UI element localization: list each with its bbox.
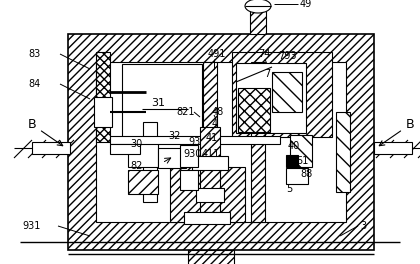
Text: 48: 48 xyxy=(212,107,224,117)
Text: 82: 82 xyxy=(130,161,142,171)
Bar xyxy=(94,97,112,127)
Text: 49: 49 xyxy=(300,0,312,9)
Bar xyxy=(180,145,198,167)
Bar xyxy=(180,170,198,190)
Text: 74: 74 xyxy=(258,49,270,59)
Bar xyxy=(272,72,302,112)
Bar xyxy=(96,62,346,222)
Bar xyxy=(32,142,70,154)
Text: 931: 931 xyxy=(22,221,40,231)
Bar xyxy=(143,122,157,202)
Bar xyxy=(128,170,158,194)
Bar xyxy=(192,156,228,170)
Bar xyxy=(68,34,374,250)
Text: 3: 3 xyxy=(360,221,366,231)
Bar xyxy=(250,8,266,34)
Text: 30: 30 xyxy=(130,139,142,149)
Bar xyxy=(110,144,140,154)
Text: 41: 41 xyxy=(206,133,218,143)
Text: 84: 84 xyxy=(28,79,40,89)
Text: 491: 491 xyxy=(208,49,226,59)
Text: 7: 7 xyxy=(264,69,270,79)
Text: 51: 51 xyxy=(296,156,308,166)
Text: 4: 4 xyxy=(212,119,218,129)
Text: 930: 930 xyxy=(183,149,201,159)
Text: 88: 88 xyxy=(300,169,312,179)
Bar xyxy=(128,141,158,167)
Bar xyxy=(374,142,412,154)
Bar xyxy=(203,62,217,222)
Text: 83: 83 xyxy=(28,49,40,59)
Text: 31: 31 xyxy=(151,98,165,108)
Bar xyxy=(336,112,350,192)
Bar xyxy=(286,155,298,167)
Bar xyxy=(290,135,312,167)
Bar xyxy=(200,127,220,212)
Text: 793: 793 xyxy=(278,51,297,61)
Bar xyxy=(184,212,230,224)
Text: B: B xyxy=(379,118,414,146)
Ellipse shape xyxy=(245,0,271,13)
Bar xyxy=(96,52,110,142)
Bar xyxy=(110,136,280,144)
Bar xyxy=(188,250,234,264)
Text: 93: 93 xyxy=(188,137,200,147)
Bar xyxy=(196,188,224,202)
Bar xyxy=(251,62,265,222)
Text: 821: 821 xyxy=(176,107,194,117)
Bar xyxy=(286,168,308,184)
Bar xyxy=(158,148,186,168)
Bar xyxy=(122,64,202,142)
Text: B: B xyxy=(28,118,63,146)
Bar xyxy=(238,88,270,132)
Bar xyxy=(170,167,245,222)
Bar xyxy=(236,63,306,133)
Text: 32: 32 xyxy=(168,131,180,141)
Text: 40: 40 xyxy=(288,141,300,151)
Bar xyxy=(232,52,332,137)
Text: 5: 5 xyxy=(286,184,292,194)
Text: 411: 411 xyxy=(202,149,220,159)
